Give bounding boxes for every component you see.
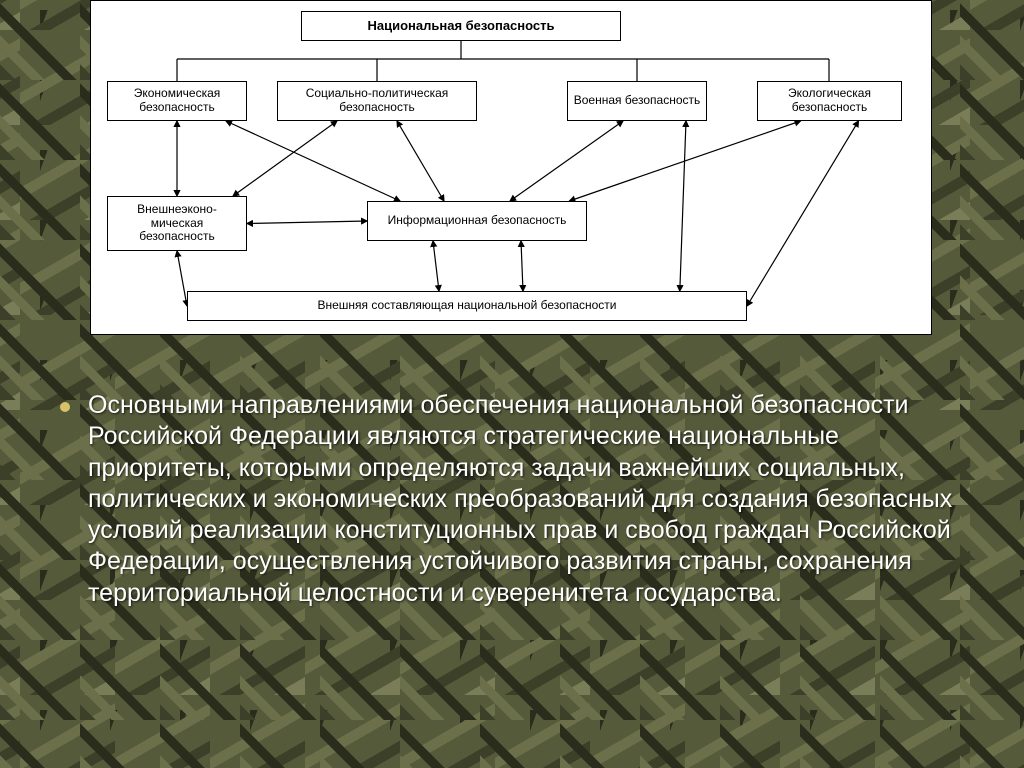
node-info: Информационная безопасность xyxy=(367,201,587,241)
node-ext: Внешняя составляющая национальной безопа… xyxy=(187,291,747,321)
node-econ: Экономическая безопасность xyxy=(107,81,247,121)
diagram-connectors xyxy=(91,1,933,336)
bullet-item: Основными направлениями обеспечения наци… xyxy=(60,390,984,609)
diagram-panel: Национальная безопасность Экономическая б… xyxy=(90,0,932,335)
node-socpol: Социально-политическая безопасность xyxy=(277,81,477,121)
node-extecon: Внешнеэконо- мическая безопасность xyxy=(107,196,247,251)
bullet-section: Основными направлениями обеспечения наци… xyxy=(60,390,984,609)
node-root: Национальная безопасность xyxy=(301,11,621,41)
bullet-dot-icon xyxy=(60,402,70,412)
node-mil: Военная безопасность xyxy=(567,81,707,121)
bullet-text: Основными направлениями обеспечения наци… xyxy=(88,390,984,609)
node-ecol: Экологическая безопасность xyxy=(757,81,902,121)
